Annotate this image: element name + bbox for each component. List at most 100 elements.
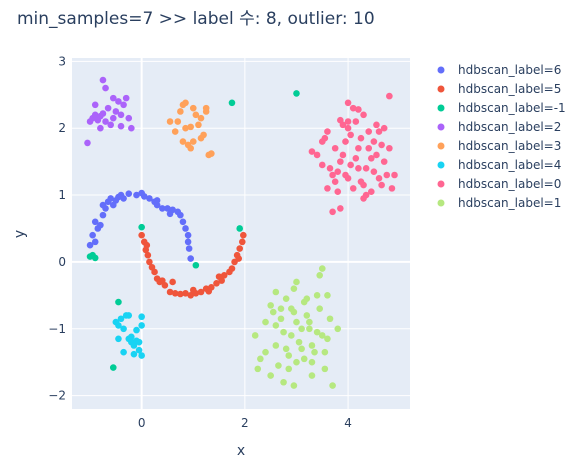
legend-label: hdbscan_label=2 (458, 120, 561, 134)
scatter-point (360, 195, 367, 202)
legend-label: hdbscan_label=3 (458, 139, 561, 153)
scatter-point (362, 165, 370, 172)
scatter-point (365, 128, 373, 135)
scatter-point (355, 144, 362, 152)
legend-item[interactable]: hdbscan_label=2 (437, 120, 562, 134)
y-tick-label: 2 (58, 121, 66, 135)
scatter-point (277, 315, 285, 323)
legend-item[interactable]: hdbscan_label=6 (437, 63, 562, 77)
scatter-point (138, 223, 145, 231)
scatter-point (120, 195, 127, 202)
legend-item[interactable]: hdbscan_label=0 (437, 177, 562, 191)
scatter-point (99, 211, 107, 219)
scatter-point (109, 94, 117, 102)
legend-item[interactable]: hdbscan_label=4 (437, 158, 562, 172)
scatter-point (144, 251, 152, 259)
scatter-point (349, 185, 357, 192)
scatter-point (192, 111, 200, 119)
scatter-point (235, 255, 242, 262)
scatter-point (164, 205, 171, 212)
scatter-point (329, 171, 336, 179)
y-tick-label: 0 (58, 255, 66, 269)
legend-label: hdbscan_label=1 (458, 196, 561, 210)
scatter-point (262, 318, 269, 326)
legend-label: hdbscan_label=6 (458, 63, 561, 77)
scatter-point (169, 278, 176, 286)
scatter-point (140, 193, 148, 200)
scatter-point (282, 345, 290, 353)
scatter-point (254, 365, 262, 373)
scatter-point (91, 238, 99, 246)
scatter-point (285, 352, 293, 359)
series-6 (308, 92, 398, 216)
y-tick-label: 3 (58, 54, 66, 68)
series-7 (251, 265, 342, 389)
scatter-point (373, 151, 380, 159)
scatter-point (316, 305, 323, 313)
scatter-point (352, 154, 360, 162)
scatter-point (130, 350, 138, 358)
scatter-point (370, 138, 378, 145)
scatter-point (293, 358, 300, 366)
series-4 (166, 99, 215, 159)
scatter-point (293, 278, 300, 286)
scatter-point (171, 128, 179, 135)
scatter-point (386, 92, 393, 100)
scatter-point (138, 322, 145, 329)
scatter-point (120, 101, 127, 109)
scatter-point (125, 114, 133, 122)
scatter-point (153, 201, 161, 209)
scatter-point (135, 338, 143, 346)
scatter-point (107, 121, 115, 129)
legend-item[interactable]: hdbscan_label=3 (437, 139, 562, 153)
scatter-point (171, 290, 179, 297)
scatter-point (112, 108, 120, 115)
scatter-point (91, 218, 99, 226)
scatter-point (331, 178, 339, 185)
scatter-point (128, 124, 135, 132)
scatter-point (159, 277, 166, 284)
scatter-point (339, 151, 347, 159)
scatter-point (386, 144, 393, 152)
scatter-point (177, 108, 184, 115)
legend-label: hdbscan_label=4 (458, 158, 561, 172)
scatter-point (84, 139, 91, 147)
scatter-point (109, 114, 117, 122)
scatter-point (342, 138, 349, 145)
scatter-point (138, 352, 145, 359)
scatter-point (205, 288, 213, 295)
legend-marker (437, 66, 445, 74)
scatter-point (290, 382, 298, 389)
scatter-point (115, 322, 122, 329)
scatter-point (313, 292, 321, 299)
y-tick-label: −1 (48, 322, 66, 336)
scatter-point (321, 365, 329, 373)
scatter-point (192, 261, 200, 269)
scatter-point (383, 171, 391, 179)
scatter-point (187, 292, 194, 299)
legend[interactable]: hdbscan_label=6 hdbscan_label=5 hdbscan_la… (437, 63, 566, 210)
scatter-point (306, 325, 313, 333)
scatter-point (91, 111, 99, 119)
legend-item[interactable]: hdbscan_label=5 (437, 82, 562, 96)
scatter-point (115, 98, 122, 105)
scatter-point (179, 138, 187, 145)
scatter-point (308, 342, 316, 349)
scatter-point (102, 84, 109, 92)
scatter-point (240, 231, 247, 239)
scatter-point (347, 131, 354, 139)
scatter-point (143, 241, 151, 249)
legend-item[interactable]: hdbscan_label=-1 (437, 101, 566, 115)
scatter-point (146, 195, 153, 202)
scatter-point (349, 104, 357, 112)
scatter-point (272, 322, 280, 329)
legend-item[interactable]: hdbscan_label=1 (437, 196, 562, 210)
scatter-point (117, 315, 125, 323)
legend-label: hdbscan_label=0 (458, 177, 561, 191)
legend-label: hdbscan_label=-1 (458, 101, 566, 115)
scatter-point (318, 332, 326, 339)
scatter-point (378, 181, 385, 189)
scatter-point (337, 116, 344, 124)
scatter-point (102, 118, 109, 125)
scatter-point (185, 245, 193, 252)
